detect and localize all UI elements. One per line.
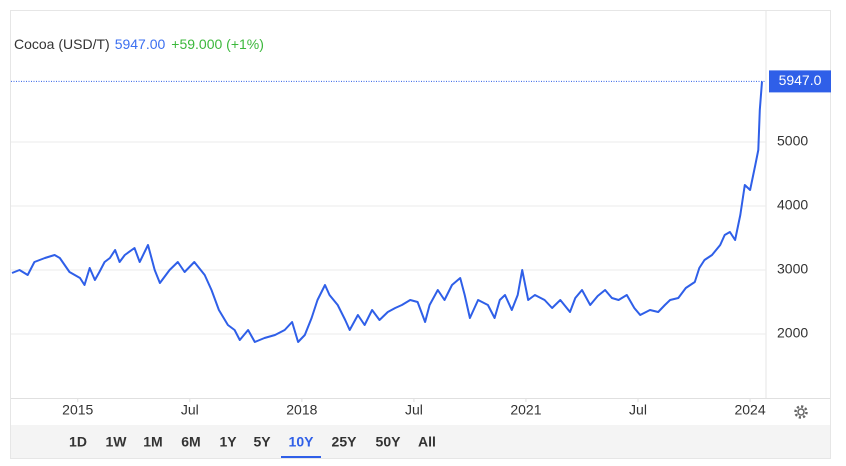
x-tick-label: Jul <box>181 402 199 418</box>
frame <box>10 10 831 459</box>
range-bar <box>11 425 830 458</box>
range-button[interactable]: 1D <box>69 434 87 450</box>
range-button[interactable]: 25Y <box>332 434 358 450</box>
y-tick-label: 4000 <box>777 197 808 213</box>
x-tick-label: 2015 <box>62 402 93 418</box>
range-button[interactable]: 5Y <box>253 434 271 450</box>
range-button[interactable]: All <box>418 434 436 450</box>
x-tick-label: 2024 <box>734 402 765 418</box>
range-button[interactable]: 1Y <box>219 434 237 450</box>
last-price-tag <box>769 70 831 93</box>
x-tick-label: 2018 <box>286 402 317 418</box>
range-button[interactable]: 1W <box>106 434 128 450</box>
change: +59.000 (+1%) <box>171 36 264 52</box>
range-button[interactable]: 1M <box>143 434 162 450</box>
price: 5947.00 <box>115 36 166 52</box>
y-tick-label: 3000 <box>777 261 808 277</box>
title-name: Cocoa (USD/T) <box>14 36 110 52</box>
x-tick-label: Jul <box>405 402 423 418</box>
y-tick-label: 5000 <box>777 133 808 149</box>
x-tick-label: 2021 <box>510 402 541 418</box>
last-price-label: 5947.0 <box>779 72 822 88</box>
y-tick-label: 2000 <box>777 325 808 341</box>
range-button[interactable]: 50Y <box>376 434 402 450</box>
range-button[interactable]: 6M <box>181 434 200 450</box>
title: Cocoa (USD/T) 5947.00 +59.000 (+1%) <box>14 36 264 52</box>
x-tick-label: Jul <box>629 402 647 418</box>
range-button[interactable]: 10Y <box>289 434 315 450</box>
settings-icon[interactable] <box>794 405 808 419</box>
price-line <box>11 81 763 343</box>
